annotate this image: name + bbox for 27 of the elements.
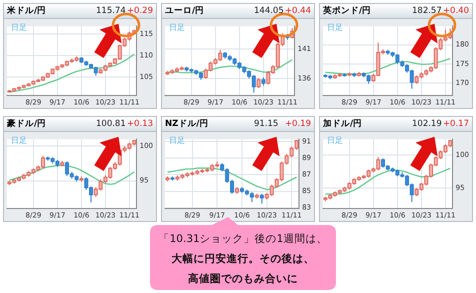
text: +0.13 bbox=[126, 118, 153, 128]
annotation: 日足 bbox=[327, 135, 343, 146]
annotation: 日足 bbox=[169, 22, 185, 33]
annotation: 日足 bbox=[11, 22, 27, 33]
annotation: 日足 bbox=[11, 135, 27, 146]
chart-title: NZドル/円 bbox=[165, 118, 208, 130]
text: 144.05 bbox=[254, 6, 284, 16]
chart-title: 英ポンド/円 bbox=[323, 5, 372, 17]
text: 大幅に円安進行。その後は、 bbox=[170, 252, 316, 267]
text: 102.19 bbox=[412, 118, 442, 128]
chart-title: 米ドル/円 bbox=[7, 5, 46, 17]
chart-title: 加ドル/円 bbox=[323, 118, 362, 130]
annotation: 日足 bbox=[327, 22, 343, 33]
text: +0.19 bbox=[284, 118, 311, 128]
text: +0.29 bbox=[126, 6, 153, 16]
chart-title: ユーロ/円 bbox=[165, 5, 204, 17]
text: +0.17 bbox=[442, 118, 469, 128]
text: 「10.31ショック」後の1週間は、 bbox=[158, 232, 328, 247]
text: 91.15 bbox=[254, 118, 278, 128]
text: 高値圏でのもみ合いに bbox=[187, 272, 299, 287]
text: 182.57 bbox=[412, 6, 442, 16]
chart-title: 豪ドル/円 bbox=[7, 118, 46, 130]
text: +0.40 bbox=[442, 6, 469, 16]
text: +0.44 bbox=[284, 6, 311, 16]
text: 115.74 bbox=[96, 6, 126, 16]
text: 100.81 bbox=[96, 118, 126, 128]
annotation: 日足 bbox=[169, 135, 185, 146]
